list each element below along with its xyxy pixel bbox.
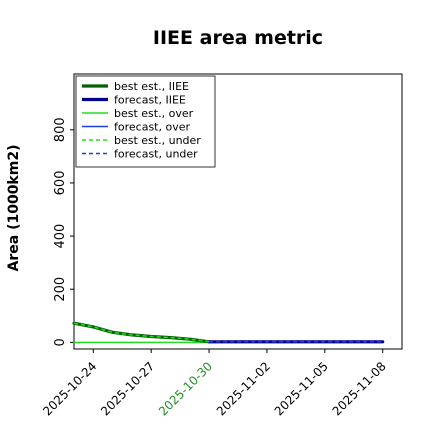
legend-label-best-est-over: best est., over [114, 107, 194, 120]
y-tick-label: 800 [53, 117, 68, 142]
y-axis-ticks: 0 200 400 600 800 [53, 117, 74, 346]
y-tick-label: 200 [53, 277, 68, 302]
chart-title: IIEE area metric [153, 27, 323, 49]
series-layer [72, 321, 385, 344]
y-tick-label: 0 [53, 338, 68, 346]
plot-area-frame [73, 73, 403, 350]
legend-label-forecast-under: forecast, under [114, 148, 198, 161]
legend-label-forecast-over: forecast, over [114, 121, 190, 134]
legend-label-forecast-iiee: forecast, IIEE [114, 94, 186, 107]
series-line-best-est-under [73, 322, 210, 343]
legend-label-best-est-under: best est., under [114, 134, 201, 147]
legend-box [75, 75, 216, 168]
y-axis-label: Area (1000km2) [6, 145, 22, 272]
y-tick-label: 400 [53, 224, 68, 249]
y-tick-label: 600 [53, 171, 68, 196]
legend-label-best-est-iiee: best est., IIEE [114, 80, 189, 93]
